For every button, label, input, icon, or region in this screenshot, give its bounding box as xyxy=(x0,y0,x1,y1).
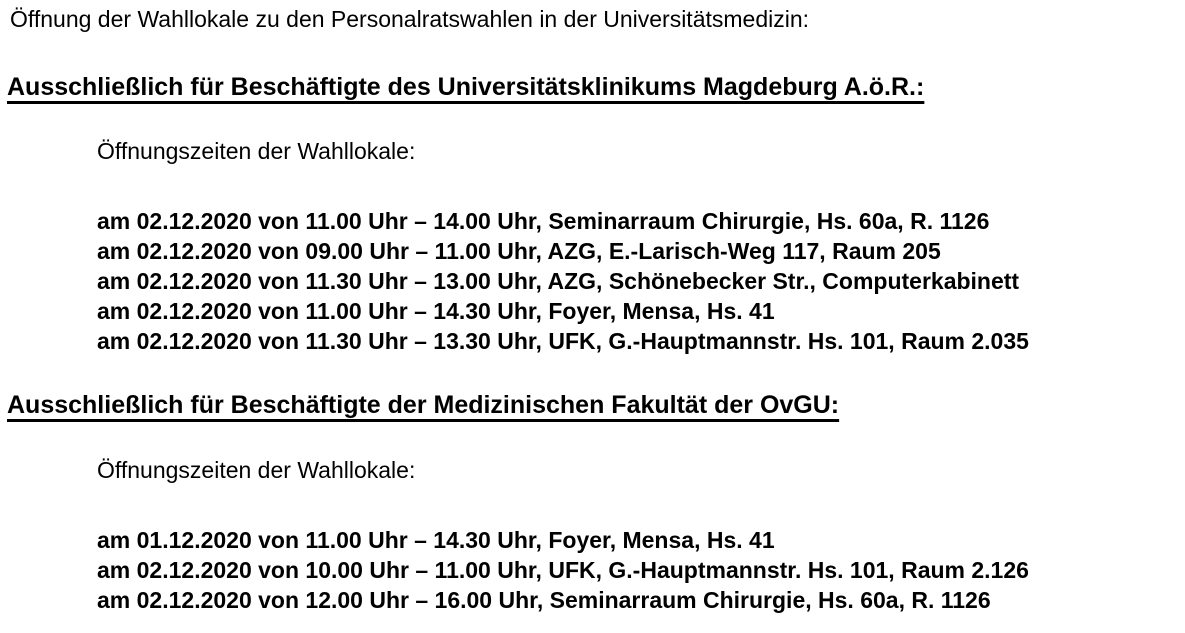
opening-hours-entry: am 01.12.2020 von 11.00 Uhr – 14.30 Uhr,… xyxy=(97,527,775,553)
opening-hours-entry: am 02.12.2020 von 11.00 Uhr – 14.30 Uhr,… xyxy=(97,298,775,324)
opening-hours-entry: am 02.12.2020 von 10.00 Uhr – 11.00 Uhr,… xyxy=(97,557,1029,583)
opening-hours-entry: am 02.12.2020 von 11.00 Uhr – 14.00 Uhr,… xyxy=(97,208,990,234)
opening-hours-entry: am 02.12.2020 von 12.00 Uhr – 16.00 Uhr,… xyxy=(97,587,991,613)
opening-hours-entry: am 02.12.2020 von 11.30 Uhr – 13.00 Uhr,… xyxy=(97,268,1020,294)
section-heading-medizinische-fakultaet: Ausschließlich für Beschäftigte der Medi… xyxy=(7,391,840,419)
opening-hours-entry: am 02.12.2020 von 11.30 Uhr – 13.30 Uhr,… xyxy=(97,328,1029,354)
section-heading-universitaetsklinikum: Ausschließlich für Beschäftigte des Univ… xyxy=(7,73,925,101)
opening-hours-label-1: Öffnungszeiten der Wahllokale: xyxy=(97,138,416,164)
opening-hours-entry: am 02.12.2020 von 09.00 Uhr – 11.00 Uhr,… xyxy=(97,238,941,264)
opening-hours-list-1: am 02.12.2020 von 11.00 Uhr – 14.00 Uhr,… xyxy=(97,206,1029,356)
opening-hours-label-2: Öffnungszeiten der Wahllokale: xyxy=(97,457,416,483)
opening-hours-list-2: am 01.12.2020 von 11.00 Uhr – 14.30 Uhr,… xyxy=(97,525,1029,615)
intro-line: Öffnung der Wahllokale zu den Personalra… xyxy=(10,6,810,32)
